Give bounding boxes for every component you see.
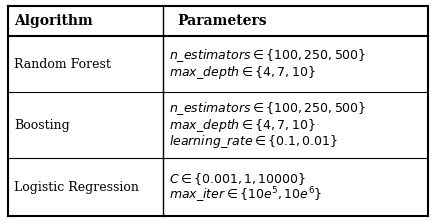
Text: $max\_iter \in \{10e^5, 10e^6\}$: $max\_iter \in \{10e^5, 10e^6\}$ [169,185,323,205]
Text: Parameters: Parameters [177,14,267,28]
Text: $n\_estimators \in \{100, 250, 500\}$: $n\_estimators \in \{100, 250, 500\}$ [169,101,366,117]
Text: $max\_depth \in \{4, 7, 10\}$: $max\_depth \in \{4, 7, 10\}$ [169,63,316,81]
Text: $n\_estimators \in \{100, 250, 500\}$: $n\_estimators \in \{100, 250, 500\}$ [169,48,366,64]
Text: $max\_depth \in \{4, 7, 10\}$: $max\_depth \in \{4, 7, 10\}$ [169,117,316,133]
Text: Logistic Regression: Logistic Regression [14,180,139,194]
Text: Algorithm: Algorithm [14,14,93,28]
Text: $C \in \{0.001, 1, 10000\}$: $C \in \{0.001, 1, 10000\}$ [169,171,306,187]
Text: Random Forest: Random Forest [14,57,111,71]
Text: Boosting: Boosting [14,119,70,131]
Text: $learning\_rate \in \{0.1, 0.01\}$: $learning\_rate \in \{0.1, 0.01\}$ [169,133,338,149]
